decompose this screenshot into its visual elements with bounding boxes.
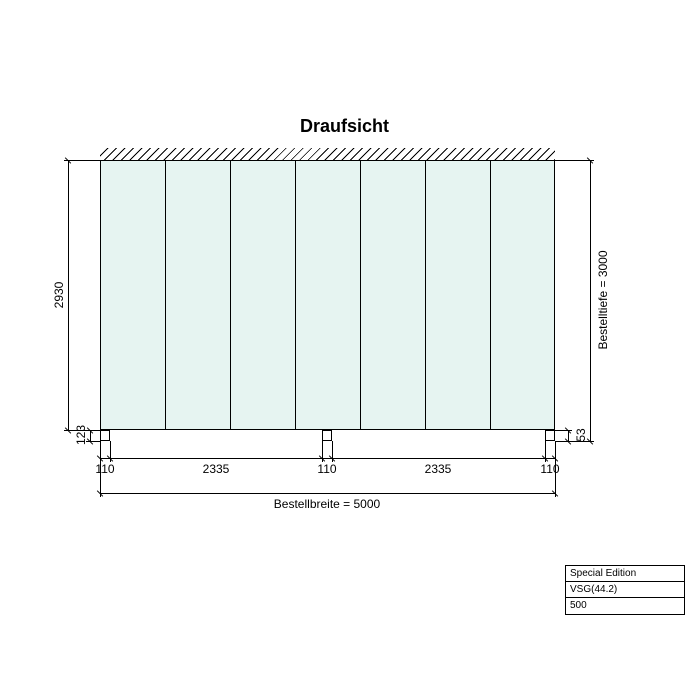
dim-line	[68, 160, 69, 430]
dim-label: 123	[74, 425, 88, 445]
dim-label: 110	[95, 462, 114, 476]
diagram-title: Draufsicht	[300, 116, 389, 137]
panel-assembly	[100, 160, 555, 430]
dim-label-total-width: Bestellbreite = 5000	[274, 497, 380, 511]
dim-label-height: 2930	[52, 282, 66, 309]
ext-line	[100, 462, 101, 497]
dim-label: 2335	[203, 462, 230, 476]
info-row-edition: Special Edition	[566, 566, 684, 582]
dim-label-depth: Bestelltiefe = 3000	[596, 250, 610, 349]
dim-line	[100, 458, 555, 459]
panel-divider	[360, 160, 361, 430]
panel-divider	[425, 160, 426, 430]
panel-divider	[230, 160, 231, 430]
post	[100, 430, 110, 441]
dim-label: 53	[574, 428, 588, 441]
hatching-strip	[100, 148, 555, 160]
panel-divider	[295, 160, 296, 430]
dim-line	[590, 160, 591, 441]
dim-label: 110	[540, 462, 559, 476]
info-row-material: VSG(44.2)	[566, 582, 684, 598]
ext-line	[555, 462, 556, 497]
post	[322, 430, 332, 441]
panel-divider	[165, 160, 166, 430]
dim-line	[100, 493, 555, 494]
dim-label: 110	[317, 462, 336, 476]
post	[545, 430, 555, 441]
info-box: Special Edition VSG(44.2) 500	[565, 565, 685, 615]
dim-label: 2335	[425, 462, 452, 476]
panel-divider	[490, 160, 491, 430]
info-row-value: 500	[566, 598, 684, 614]
